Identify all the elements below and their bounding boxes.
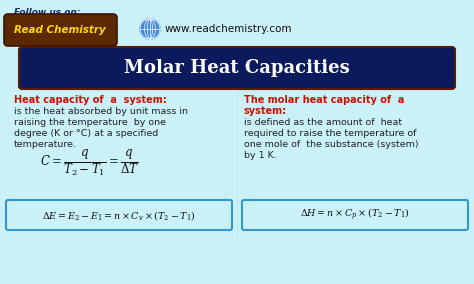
Text: www.readchemistry.com: www.readchemistry.com	[165, 24, 292, 34]
Text: The molar heat capacity of  a: The molar heat capacity of a	[244, 95, 404, 105]
Text: one mole of  the substance (system): one mole of the substance (system)	[244, 140, 419, 149]
Text: degree (K or °C) at a specified: degree (K or °C) at a specified	[14, 129, 158, 138]
Text: required to raise the temperature of: required to raise the temperature of	[244, 129, 417, 138]
Text: raising the temperature  by one: raising the temperature by one	[14, 118, 166, 127]
Text: $C = \dfrac{q}{T_2 - T_1} = \dfrac{q}{\Delta T}$: $C = \dfrac{q}{T_2 - T_1} = \dfrac{q}{\D…	[40, 148, 140, 178]
Text: Heat capacity of  a  system:: Heat capacity of a system:	[14, 95, 167, 105]
FancyBboxPatch shape	[19, 47, 455, 89]
Text: temperature.: temperature.	[14, 140, 77, 149]
Text: by 1 K.: by 1 K.	[244, 151, 277, 160]
Text: Follow us on:: Follow us on:	[14, 8, 81, 17]
Text: Molar Heat Capacities: Molar Heat Capacities	[124, 59, 350, 77]
FancyBboxPatch shape	[242, 200, 468, 230]
Text: $\Delta H = n \times C_p \times (T_2 - T_1)$: $\Delta H = n \times C_p \times (T_2 - T…	[300, 207, 410, 223]
FancyBboxPatch shape	[6, 200, 232, 230]
Text: Read Chemistry: Read Chemistry	[14, 25, 106, 35]
Text: is defined as the amount of  heat: is defined as the amount of heat	[244, 118, 402, 127]
Circle shape	[140, 19, 160, 39]
Text: is the heat absorbed by unit mass in: is the heat absorbed by unit mass in	[14, 107, 188, 116]
Text: $\Delta E = E_2 - E_1 = n \times C_v \times (T_2 - T_1)$: $\Delta E = E_2 - E_1 = n \times C_v \ti…	[42, 208, 196, 222]
Text: system:: system:	[244, 106, 287, 116]
FancyBboxPatch shape	[4, 14, 117, 46]
